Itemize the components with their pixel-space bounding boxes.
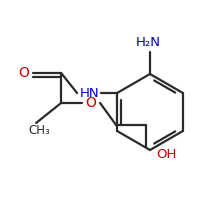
- Text: O: O: [86, 96, 97, 110]
- Text: OH: OH: [156, 147, 177, 161]
- Text: CH₃: CH₃: [28, 123, 50, 136]
- Text: HN: HN: [79, 86, 99, 99]
- Text: O: O: [19, 66, 29, 80]
- Text: H₂N: H₂N: [136, 35, 160, 49]
